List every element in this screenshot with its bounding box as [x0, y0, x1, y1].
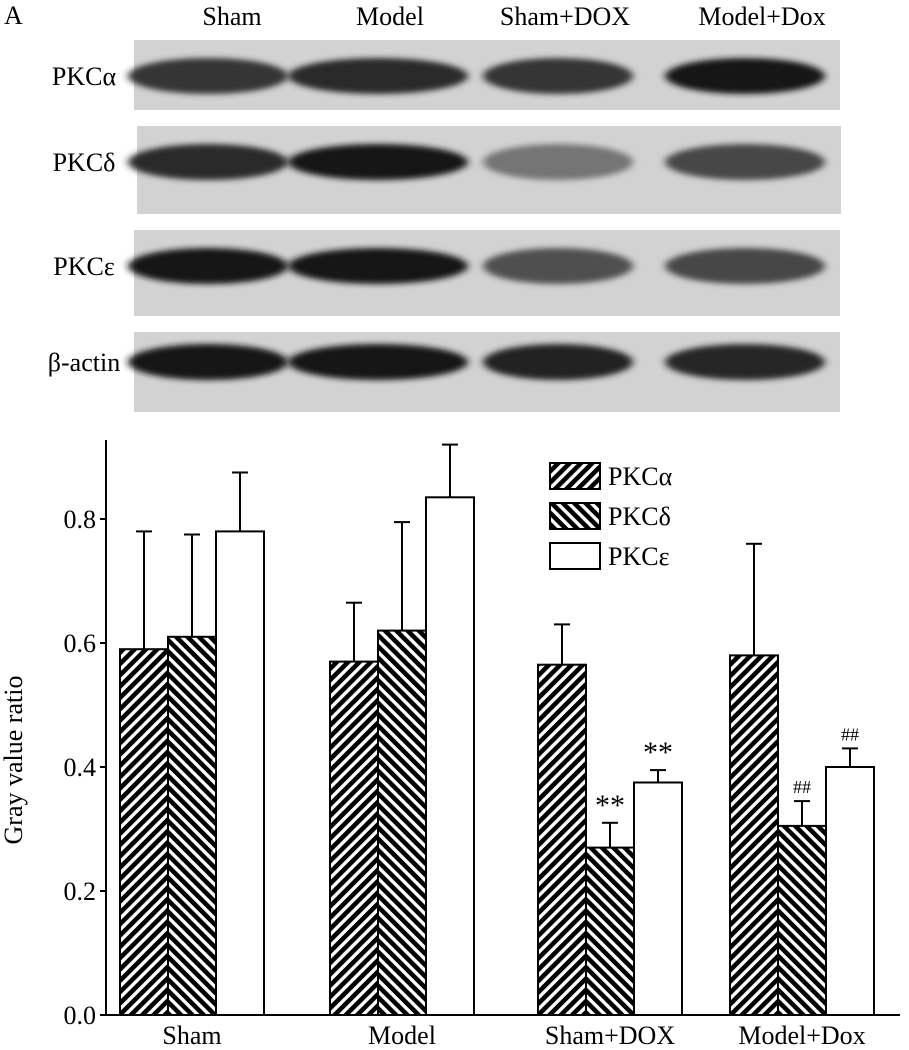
- significance-label: ##: [841, 724, 859, 744]
- western-blot: Sham Model Sham+DOX Model+Dox PKCα PKCδ PKCε β-…: [48, 2, 841, 412]
- y-tick-label: 0.8: [64, 505, 97, 534]
- legend-label: PKCδ: [608, 502, 671, 531]
- lane-label: Model+Dox: [698, 2, 825, 31]
- bar: [729, 654, 779, 1017]
- blot-row-label: PKCδ: [53, 148, 116, 177]
- bar: [537, 663, 587, 1016]
- significance-label: ##: [793, 777, 811, 797]
- bar: [215, 530, 265, 1017]
- y-axis-label: Gray value ratio: [0, 676, 28, 845]
- bar: [167, 635, 217, 1016]
- x-tick-label: Sham: [162, 1021, 221, 1050]
- x-tick-label: Model: [368, 1021, 436, 1050]
- blot-row-label: PKCε: [53, 252, 115, 281]
- bar: [119, 648, 169, 1016]
- blot-band: [128, 58, 288, 94]
- x-tick-label: Model+Dox: [738, 1021, 865, 1050]
- blot-band: [665, 248, 825, 284]
- x-tick-label: Sham+DOX: [545, 1021, 675, 1050]
- y-tick-label: 0.6: [64, 629, 97, 658]
- blot-band: [128, 144, 288, 180]
- y-tick-label: 0.2: [64, 877, 97, 906]
- bar: [777, 824, 827, 1017]
- significance-label: **: [643, 736, 673, 769]
- legend-swatch: [549, 502, 601, 530]
- bar: [425, 496, 475, 1016]
- panel-label: A: [4, 1, 23, 30]
- blot-band: [288, 58, 468, 94]
- blot-band: [665, 344, 825, 380]
- y-tick-label: 0.0: [64, 1001, 97, 1030]
- bar: [377, 629, 427, 1016]
- significance-label: **: [595, 789, 625, 822]
- legend-label: PKCε: [608, 542, 670, 571]
- bar: [585, 846, 635, 1016]
- blot-row-label: β-actin: [48, 348, 120, 377]
- blot-band: [128, 248, 288, 284]
- bar: [633, 781, 683, 1016]
- legend-swatch: [549, 542, 601, 570]
- bar-chart: 0.0 0.2 0.4 0.6 0.8 Gray value ratio Sham Model…: [0, 440, 900, 1050]
- blot-band: [665, 58, 825, 94]
- bar: [329, 660, 379, 1016]
- blot-band: [483, 144, 633, 180]
- blot-band: [288, 344, 468, 380]
- blot-band: [665, 144, 825, 180]
- legend-label: PKCα: [608, 462, 673, 491]
- lane-label: Sham+DOX: [500, 2, 630, 31]
- blot-band: [483, 58, 633, 94]
- lane-label: Sham: [202, 2, 261, 31]
- y-tick-label: 0.4: [64, 753, 97, 782]
- legend-swatch: [549, 462, 601, 490]
- blot-band: [483, 248, 633, 284]
- blot-band: [483, 344, 633, 380]
- blot-row-label: PKCα: [52, 62, 117, 91]
- blot-band: [128, 344, 288, 380]
- blot-band: [288, 248, 468, 284]
- blot-band: [288, 144, 468, 180]
- lane-label: Model: [356, 2, 424, 31]
- bar: [825, 766, 875, 1016]
